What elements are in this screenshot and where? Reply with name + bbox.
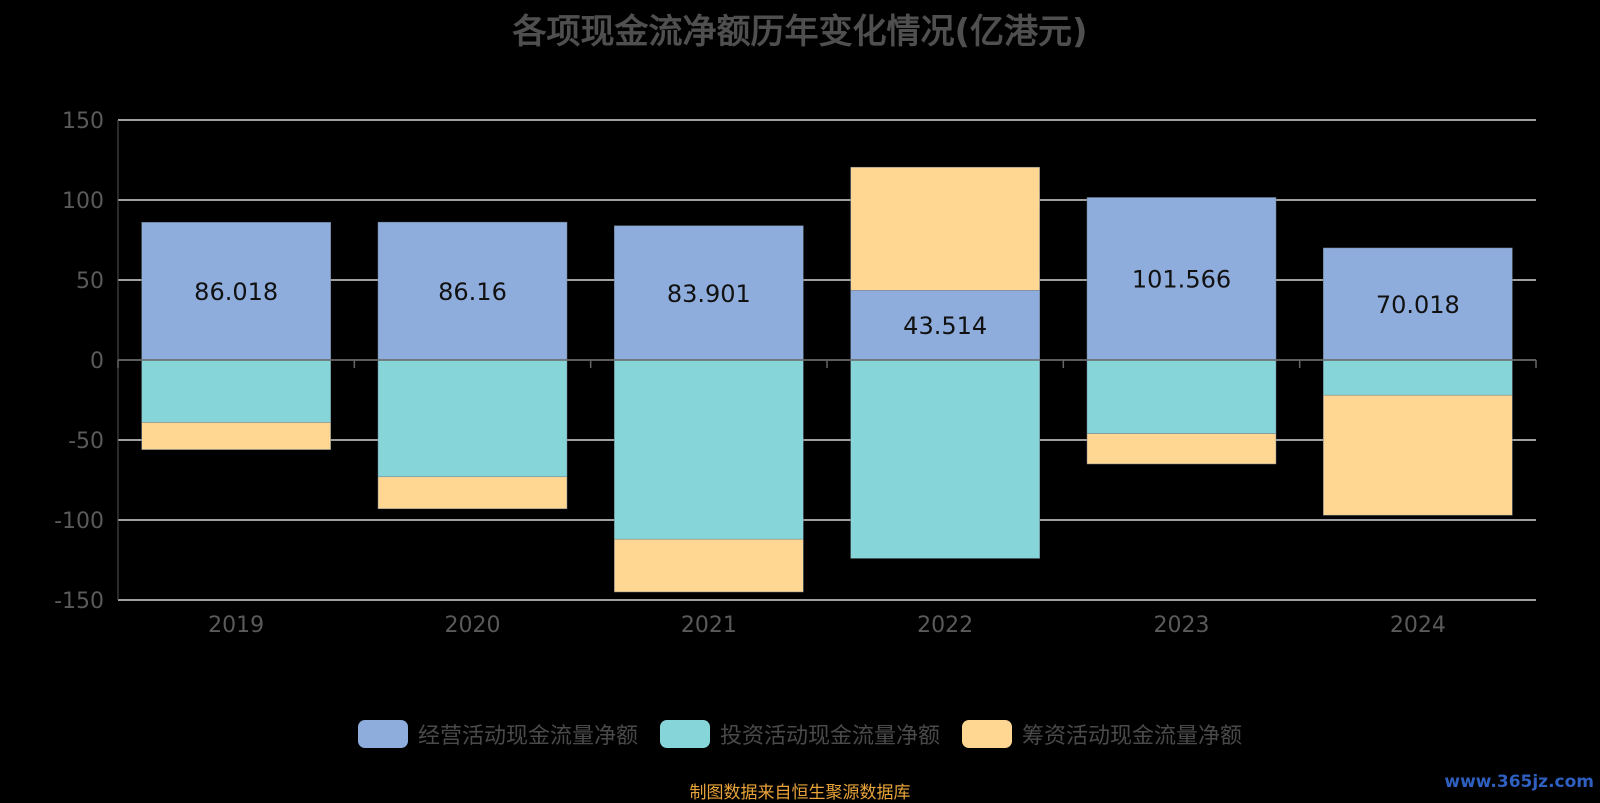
y-tick-label: -150 xyxy=(54,589,104,614)
x-tick-label: 2024 xyxy=(1390,613,1446,638)
bar-2019-series-0 xyxy=(141,222,331,361)
x-tick-label: 2022 xyxy=(917,613,973,638)
data-label: 70.018 xyxy=(1376,291,1460,319)
legend-item-operating[interactable]: 经营活动现金流量净额 xyxy=(357,718,638,750)
chart-title: 各项现金流净额历年变化情况(亿港元) xyxy=(512,12,1088,52)
bar-2019-series-1 xyxy=(141,359,331,423)
bar-2022-series-1 xyxy=(850,359,1040,559)
legend-swatch-financing xyxy=(962,720,1012,748)
data-label: 83.901 xyxy=(667,280,751,308)
bar-2021-series-2 xyxy=(614,538,804,593)
legend: 经营活动现金流量净额 投资活动现金流量净额 筹资活动现金流量净额 xyxy=(0,714,1600,754)
bar-2023-series-1 xyxy=(1086,359,1277,434)
watermark: www.365jz.com xyxy=(1444,772,1594,792)
legend-item-investing[interactable]: 投资活动现金流量净额 xyxy=(659,718,940,750)
bar-2019-series-2 xyxy=(141,422,331,450)
bar-2020-series-0 xyxy=(377,221,568,361)
bar-2024-series-2 xyxy=(1323,394,1513,516)
bar-2021-series-1 xyxy=(614,359,804,540)
bar-2022-series-2 xyxy=(850,166,1040,291)
y-tick-label: 150 xyxy=(62,109,104,134)
y-tick-label: 0 xyxy=(90,349,104,374)
data-label: 43.514 xyxy=(903,312,987,340)
x-tick-label: 2023 xyxy=(1154,613,1210,638)
data-label: 86.018 xyxy=(194,278,278,306)
legend-swatch-operating xyxy=(357,720,408,748)
legend-swatch-investing xyxy=(659,720,710,748)
bar-2024-series-1 xyxy=(1323,359,1513,396)
bar-2024-series-0 xyxy=(1323,247,1513,361)
stacked-bar-chart: 150 100 50 0 -50 -100 -150 2019 2020 2021 2022 2023… xyxy=(54,109,1537,638)
legend-label-investing: 投资活动现金流量净额 xyxy=(719,724,940,749)
bar-2023-series-2 xyxy=(1086,433,1277,465)
legend-item-financing[interactable]: 筹资活动现金流量净额 xyxy=(962,718,1242,750)
data-source-note: 制图数据来自恒生聚源数据库 xyxy=(689,783,911,803)
bar-2021-series-0 xyxy=(614,225,804,361)
legend-label-operating: 经营活动现金流量净额 xyxy=(417,724,638,749)
bar-2023-series-0 xyxy=(1086,197,1277,361)
legend-label-financing: 筹资活动现金流量净额 xyxy=(1022,724,1243,749)
x-tick-label: 2021 xyxy=(681,613,737,638)
data-label: 86.16 xyxy=(438,278,507,306)
y-tick-label: -100 xyxy=(54,509,104,534)
y-tick-label: 100 xyxy=(62,189,104,214)
y-tick-label: 50 xyxy=(76,269,104,294)
x-tick-label: 2020 xyxy=(445,613,501,638)
bar-2020-series-2 xyxy=(377,476,568,510)
y-tick-label: -50 xyxy=(68,429,104,454)
x-tick-label: 2019 xyxy=(208,613,264,638)
data-label: 101.566 xyxy=(1132,266,1231,294)
bar-2020-series-1 xyxy=(377,359,568,478)
bar-2022-series-0 xyxy=(850,290,1040,361)
